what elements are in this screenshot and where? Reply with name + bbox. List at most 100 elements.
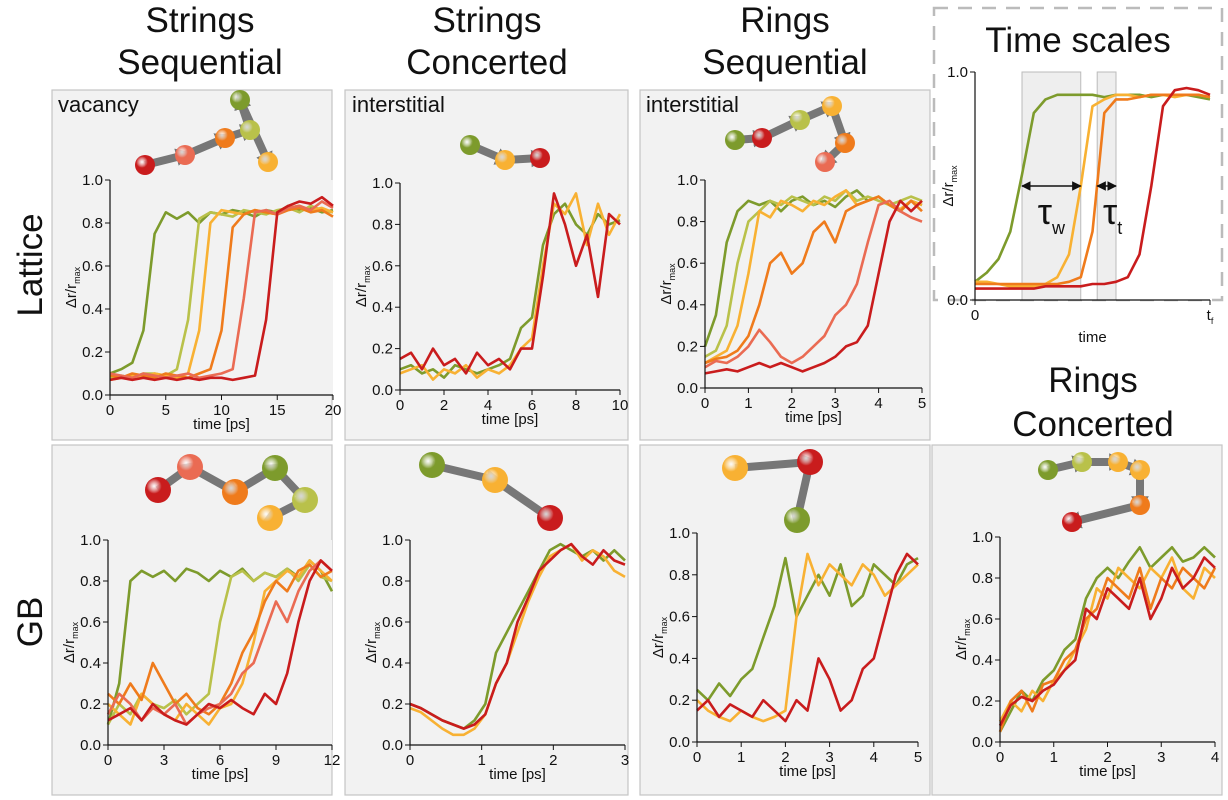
x-tick-label: 0 — [971, 307, 979, 324]
atom — [258, 152, 278, 172]
x-tick-label: 4 — [874, 395, 882, 412]
y-axis-label-sub: max — [72, 266, 82, 284]
y-tick-label: 0.4 — [372, 299, 393, 316]
y-tick-label: 0.2 — [669, 692, 690, 709]
x-tick-label: 0 — [106, 402, 114, 419]
y-axis-label-text: Δr/r — [953, 636, 970, 660]
x-axis-label: time [ps] — [1079, 763, 1136, 780]
panel-label: interstitial — [646, 92, 739, 117]
y-tick-label: 1.0 — [947, 64, 968, 81]
x-tick-label: 0 — [693, 749, 701, 766]
x-tick-label: 4 — [870, 749, 878, 766]
column-title: Strings — [146, 1, 255, 40]
x-tick-label: 5 — [162, 402, 170, 419]
x-tick-sub: f — [1211, 316, 1214, 326]
series-line — [409, 542, 626, 737]
atom — [530, 148, 550, 168]
series-line — [998, 566, 1217, 733]
chart: 0.0 0.2 0.4 0.6 0.8 1.0 0 1 2 3 time [ps] Δr/rmax — [344, 444, 629, 796]
x-tick-label: 5 — [914, 749, 922, 766]
y-tick-label: 0.4 — [677, 297, 698, 314]
x-tick-label: 8 — [572, 397, 580, 414]
y-axis-label-text: Δr/r — [363, 639, 380, 663]
x-tick-label: 2 — [549, 752, 557, 769]
y-axis-label-sub: max — [372, 621, 382, 639]
y-tick-label: 0.2 — [382, 696, 403, 713]
series-line — [998, 556, 1216, 727]
y-tick-label: 0.6 — [669, 609, 690, 626]
x-tick-label: 0 — [396, 397, 404, 414]
atom — [230, 90, 250, 110]
y-axis-label: Δr/rmax — [658, 263, 677, 305]
series-line — [975, 86, 1211, 290]
atom — [222, 479, 248, 505]
x-tick-label: 10 — [213, 402, 230, 419]
column-subtitle: Concerted — [1012, 405, 1173, 444]
panel-label: vacancy — [58, 92, 139, 117]
y-axis-label: Δr/rmax — [61, 621, 80, 663]
x-tick-label: 0 — [701, 395, 709, 412]
y-axis-label-text: Δr/r — [63, 284, 80, 308]
atom — [1130, 495, 1150, 515]
series-line — [696, 556, 919, 702]
y-axis-label: Δr/rmax — [650, 616, 669, 658]
series-line — [399, 192, 621, 375]
annotation-sub: t — [1117, 218, 1122, 238]
atom — [240, 120, 260, 140]
x-tick-label: 12 — [324, 752, 341, 769]
y-tick-label: 0.8 — [382, 573, 403, 590]
atom — [835, 133, 855, 153]
atom — [495, 150, 515, 170]
plot-area — [1000, 537, 1215, 742]
atom — [177, 454, 203, 480]
y-tick-label: 0.6 — [677, 255, 698, 272]
y-axis-label-text: Δr/r — [658, 280, 675, 304]
y-tick-label: 0.8 — [372, 216, 393, 233]
atom — [790, 110, 810, 130]
y-tick-label: 1.0 — [972, 529, 993, 546]
y-axis-label-text: Δr/r — [61, 639, 78, 663]
column-subtitle: Sequential — [117, 43, 282, 82]
series-line — [109, 200, 334, 380]
y-axis-label: Δr/rmax — [940, 165, 959, 207]
y-tick-label: 0.4 — [382, 655, 403, 672]
panel-label: interstitial — [352, 92, 445, 117]
chart: interstitial 0.0 0.2 0.4 0.6 0.8 1.0 0 1 2 3 4 5 time… — [639, 89, 931, 441]
x-tick-label: tf — [1207, 307, 1214, 326]
x-tick-label: 2 — [440, 397, 448, 414]
x-tick-label: 3 — [825, 749, 833, 766]
atom — [1062, 512, 1082, 532]
column-subtitle: Concerted — [406, 43, 567, 82]
y-tick-label: 0.2 — [82, 344, 103, 361]
y-tick-label: 0.8 — [972, 570, 993, 587]
y-axis-label-text: Δr/r — [353, 283, 370, 307]
x-axis-label: time — [1078, 329, 1106, 346]
y-tick-label: 0.6 — [372, 258, 393, 275]
y-tick-label: 0.0 — [382, 737, 403, 754]
x-tick-label: 0 — [104, 752, 112, 769]
x-tick-label: 2 — [1103, 749, 1111, 766]
y-tick-label: 0.2 — [372, 341, 393, 358]
headers: Strings Sequential Strings Concerted Rin… — [11, 1, 1174, 647]
y-tick-label: 1.0 — [669, 525, 690, 542]
y-tick-label: 1.0 — [372, 175, 393, 192]
atom — [1038, 460, 1058, 480]
x-tick-label: 6 — [216, 752, 224, 769]
chart: vacancy 0.0 0.2 0.4 0.6 0.8 1.0 0 5 10 15 20 time [p… — [51, 89, 341, 441]
atom — [145, 477, 171, 503]
x-tick-label: 6 — [528, 397, 536, 414]
y-tick-label: 1.0 — [80, 532, 101, 549]
y-tick-label: 0.0 — [947, 292, 968, 309]
x-tick-label: 4 — [484, 397, 492, 414]
y-tick-label: 0.0 — [669, 734, 690, 751]
atom — [215, 128, 235, 148]
y-tick-label: 0.4 — [80, 655, 101, 672]
atom — [262, 455, 288, 481]
atom — [722, 455, 748, 481]
y-axis-label-sub: max — [362, 265, 372, 283]
series-line — [109, 206, 334, 380]
atom — [460, 135, 480, 155]
y-tick-label: 0.0 — [82, 387, 103, 404]
atom — [822, 96, 842, 116]
